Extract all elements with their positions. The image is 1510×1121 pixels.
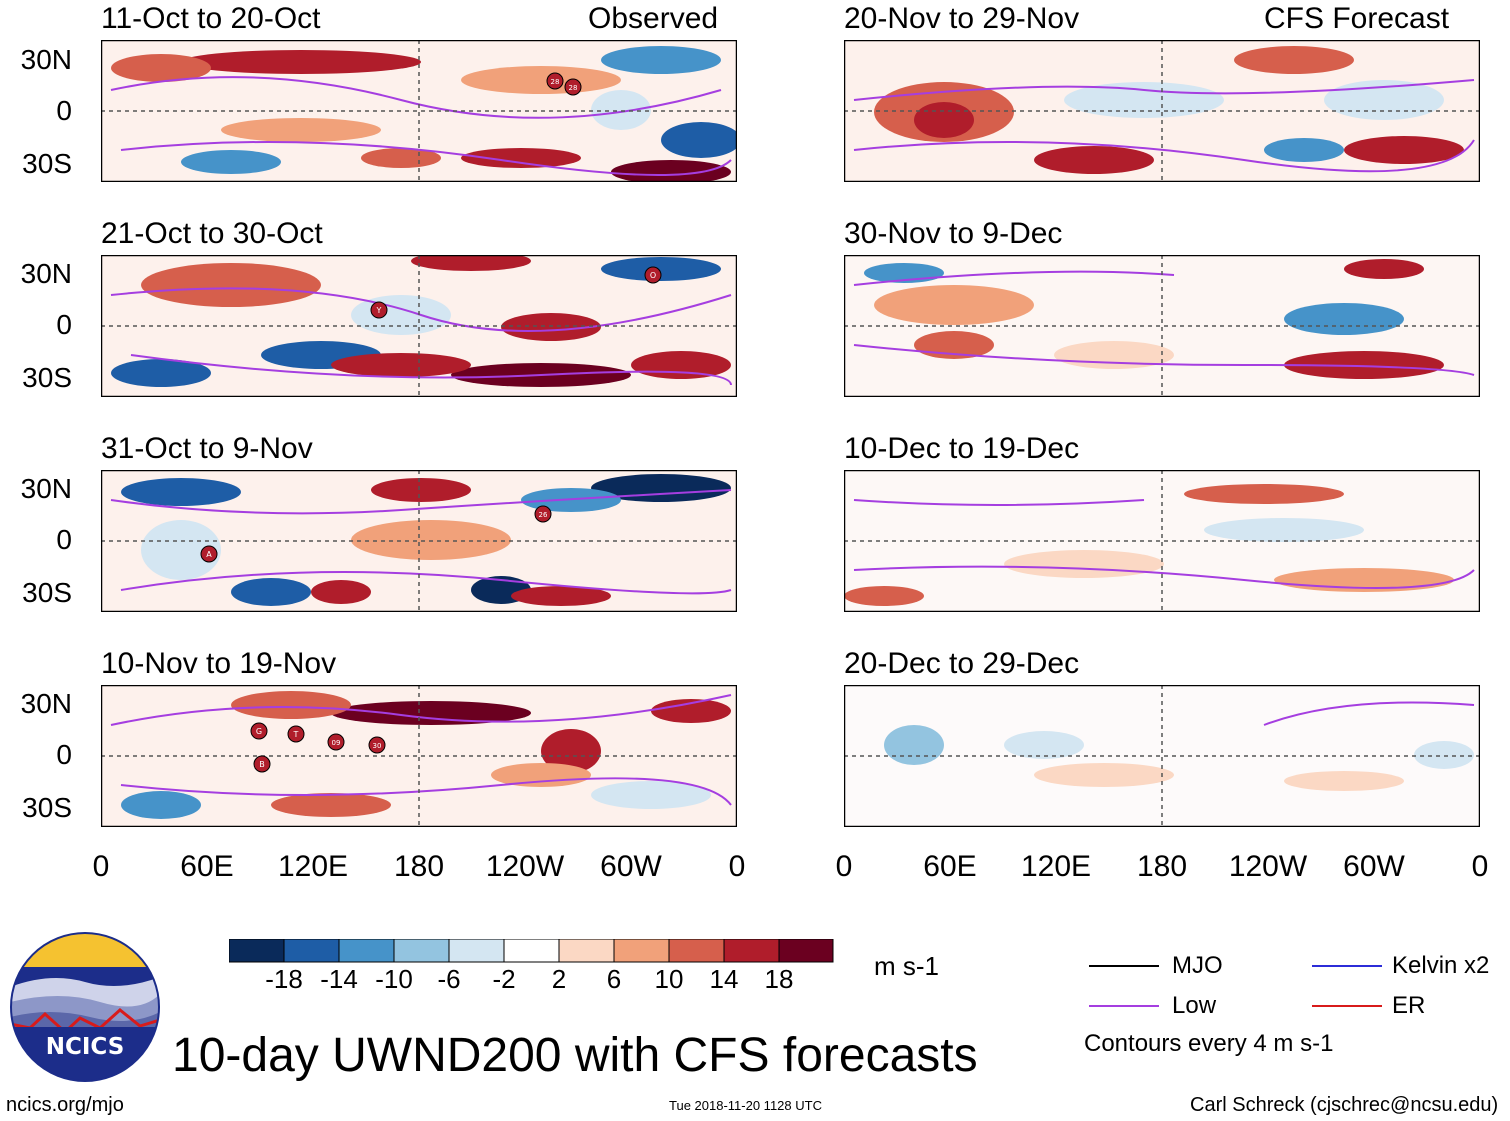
lat-label-30n: 30N bbox=[20, 688, 72, 719]
map-panel-fc-1 bbox=[844, 40, 1480, 182]
lat-label-30n: 30N bbox=[20, 44, 72, 75]
storm-marker: T bbox=[287, 725, 305, 743]
map-panel-fc-4 bbox=[844, 685, 1480, 827]
storm-marker: O bbox=[644, 266, 662, 284]
lat-label-eq: 0 bbox=[56, 309, 72, 340]
lon-label-left-0: 0 bbox=[92, 850, 110, 883]
lon-label-right-120e: 120E bbox=[1020, 850, 1092, 883]
lon-label-right-60w: 60W bbox=[1343, 850, 1405, 883]
colorbar-tick: 2 bbox=[551, 964, 567, 994]
lat-label-eq: 0 bbox=[56, 524, 72, 555]
storm-label: 09 bbox=[332, 739, 341, 747]
storm-marker: 09 bbox=[327, 733, 345, 751]
lon-label-right-0: 0 bbox=[835, 850, 853, 883]
map-panel-obs-2 bbox=[101, 255, 737, 397]
logo-text: NCICS bbox=[46, 1034, 125, 1060]
storm-label: 28 bbox=[569, 84, 578, 92]
lat-label-30n: 30N bbox=[20, 258, 72, 289]
lat-label-eq: 0 bbox=[56, 739, 72, 770]
ncics-logo: NCICS bbox=[10, 932, 160, 1082]
figure-title: 10-day UWND200 with CFS forecasts bbox=[172, 1029, 978, 1082]
panel-title-obs-1: 11-Oct to 20-Oct bbox=[101, 2, 321, 35]
storm-label: T bbox=[293, 730, 299, 739]
panel-title-fc-1: 20-Nov to 29-Nov bbox=[844, 2, 1080, 35]
storm-marker: G bbox=[250, 722, 268, 740]
forecast-label: CFS Forecast bbox=[1264, 2, 1450, 35]
storm-marker: 28 bbox=[546, 72, 564, 90]
panel-title-fc-2: 30-Nov to 9-Dec bbox=[844, 217, 1063, 250]
colorbar-units: m s-1 bbox=[874, 951, 939, 981]
storm-label: 28 bbox=[551, 78, 560, 86]
lon-label-left-120w: 120W bbox=[485, 850, 565, 883]
panel-title-obs-2: 21-Oct to 30-Oct bbox=[101, 217, 323, 250]
legend-line-mjo bbox=[1089, 965, 1159, 967]
panel-title-obs-3: 31-Oct to 9-Nov bbox=[101, 432, 313, 465]
colorbar-tick: 6 bbox=[606, 964, 622, 994]
panel-title-obs-4: 10-Nov to 19-Nov bbox=[101, 647, 337, 680]
legend-line-er bbox=[1312, 1005, 1382, 1007]
storm-marker: 26 bbox=[534, 505, 552, 523]
storm-marker: A bbox=[200, 545, 218, 563]
lat-label-eq: 0 bbox=[56, 95, 72, 126]
lat-label-30n: 30N bbox=[20, 473, 72, 504]
colorbar bbox=[229, 939, 834, 963]
legend-label-er: ER bbox=[1392, 992, 1426, 1019]
legend-label-low: Low bbox=[1172, 992, 1217, 1019]
footer-credit: Carl Schreck (cjschrec@ncsu.edu) bbox=[1190, 1094, 1499, 1116]
footer-timestamp: Tue 2018-11-20 1128 UTC bbox=[669, 1098, 822, 1113]
lon-label-right-60e: 60E bbox=[923, 850, 977, 883]
legend-line-low bbox=[1089, 1005, 1159, 1007]
lat-label-30s: 30S bbox=[22, 148, 72, 179]
storm-label: 26 bbox=[539, 511, 548, 519]
colorbar-tick: -14 bbox=[320, 964, 358, 994]
storm-label: A bbox=[206, 550, 212, 559]
storm-marker: 30 bbox=[368, 736, 386, 754]
colorbar-tick: -2 bbox=[492, 964, 516, 994]
panel-title-fc-4: 20-Dec to 29-Dec bbox=[844, 647, 1080, 680]
lon-label-right-180: 180 bbox=[1136, 850, 1188, 883]
storm-marker: Y bbox=[370, 301, 388, 319]
map-panel-obs-1 bbox=[101, 40, 737, 182]
storm-markers-layer: 28 28 Y O A 26 G T 09 30 B bbox=[200, 72, 662, 773]
storm-label: G bbox=[256, 727, 262, 736]
map-panel-obs-4 bbox=[101, 685, 737, 827]
lat-label-30s: 30S bbox=[22, 577, 72, 608]
map-panel-obs-3 bbox=[101, 470, 737, 612]
lon-label-left-60w: 60W bbox=[600, 850, 662, 883]
map-panel-fc-3 bbox=[844, 470, 1480, 612]
contour-note: Contours every 4 m s-1 bbox=[1084, 1030, 1334, 1057]
storm-marker: B bbox=[253, 755, 271, 773]
legend-label-kelvin: Kelvin x2 bbox=[1392, 952, 1490, 979]
colorbar-tick: 18 bbox=[764, 964, 794, 994]
colorbar-tick: 10 bbox=[654, 964, 684, 994]
lon-label-left-180: 180 bbox=[393, 850, 445, 883]
map-panel-fc-2 bbox=[844, 255, 1480, 397]
storm-label: O bbox=[650, 271, 656, 280]
colorbar-tick: -10 bbox=[375, 964, 413, 994]
lon-label-right-120w: 120W bbox=[1228, 850, 1308, 883]
legend-line-kelvin bbox=[1312, 965, 1382, 967]
storm-marker: 28 bbox=[564, 78, 582, 96]
lon-label-left-60e: 60E bbox=[180, 850, 234, 883]
lon-label-right-0-end: 0 bbox=[1471, 850, 1489, 883]
colorbar-tick: -6 bbox=[437, 964, 461, 994]
storm-label: 30 bbox=[373, 742, 382, 750]
lat-label-30s: 30S bbox=[22, 792, 72, 823]
legend-label-mjo: MJO bbox=[1172, 952, 1223, 979]
colorbar-tick: 14 bbox=[709, 964, 739, 994]
lon-label-left-0-end: 0 bbox=[728, 850, 746, 883]
panel-title-fc-3: 10-Dec to 19-Dec bbox=[844, 432, 1080, 465]
storm-label: Y bbox=[376, 306, 382, 315]
lat-label-30s: 30S bbox=[22, 362, 72, 393]
storm-label: B bbox=[259, 760, 265, 769]
observed-label: Observed bbox=[588, 2, 719, 35]
colorbar-tick: -18 bbox=[265, 964, 303, 994]
footer-url[interactable]: ncics.org/mjo bbox=[6, 1094, 124, 1116]
lon-label-left-120e: 120E bbox=[277, 850, 349, 883]
